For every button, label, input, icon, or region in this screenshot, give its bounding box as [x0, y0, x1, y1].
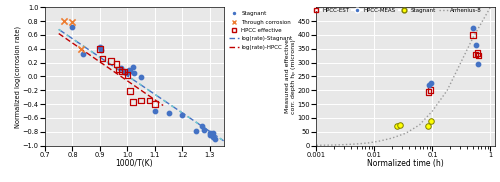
Point — [164, 112, 172, 114]
Point — [425, 83, 433, 86]
Point — [129, 66, 137, 69]
Point — [394, 125, 402, 128]
Point — [198, 125, 205, 128]
Point — [208, 135, 216, 138]
Point — [120, 70, 128, 73]
Point — [469, 27, 477, 29]
Point — [146, 99, 154, 102]
Point — [469, 33, 477, 36]
Point — [96, 46, 104, 49]
Point — [151, 110, 159, 112]
Point — [212, 137, 220, 140]
Point — [424, 91, 432, 94]
Point — [126, 90, 134, 92]
Point — [98, 49, 106, 52]
Point — [68, 21, 76, 24]
X-axis label: 1000/T(K): 1000/T(K) — [116, 159, 153, 168]
Point — [115, 68, 123, 71]
Point — [427, 119, 435, 122]
Point — [96, 47, 104, 50]
Point — [118, 70, 126, 73]
Point — [427, 82, 435, 85]
Point — [116, 67, 124, 70]
Legend: Stagnant, Through corrosion, HPCC effective, log(rate)-Stagnant, log(rate)-HPCC: Stagnant, Through corrosion, HPCC effect… — [228, 10, 294, 51]
Y-axis label: Measured and effective
corr. depth hₚ (microns): Measured and effective corr. depth hₚ (m… — [285, 39, 296, 114]
Point — [80, 52, 88, 55]
Point — [426, 89, 434, 92]
Point — [76, 47, 84, 50]
Point — [151, 103, 159, 106]
Point — [98, 57, 106, 60]
Legend: HPCC-EST, HPCC-MEAS, Stagnant, Arrhenius-8: HPCC-EST, HPCC-MEAS, Stagnant, Arrhenius… — [310, 7, 482, 13]
Point — [206, 132, 214, 135]
Point — [137, 99, 145, 102]
X-axis label: Normalized time (h): Normalized time (h) — [368, 159, 444, 168]
Point — [474, 52, 482, 54]
Point — [68, 25, 76, 28]
Point — [126, 70, 134, 72]
Point — [424, 125, 432, 128]
Point — [60, 20, 68, 23]
Point — [129, 101, 137, 104]
Point — [472, 43, 480, 46]
Point — [192, 130, 200, 132]
Point — [124, 72, 132, 74]
Point — [474, 54, 482, 57]
Point — [396, 124, 404, 127]
Point — [130, 72, 138, 74]
Point — [474, 63, 482, 66]
Point — [137, 76, 145, 79]
Point — [120, 70, 128, 73]
Point — [124, 74, 132, 76]
Point — [125, 68, 133, 71]
Point — [112, 63, 120, 66]
Point — [472, 53, 480, 56]
Point — [206, 134, 214, 137]
Point — [178, 114, 186, 117]
Point — [208, 132, 216, 135]
Point — [200, 129, 208, 132]
Y-axis label: Normalized log(corrosion rate): Normalized log(corrosion rate) — [14, 25, 21, 128]
Point — [107, 60, 115, 63]
